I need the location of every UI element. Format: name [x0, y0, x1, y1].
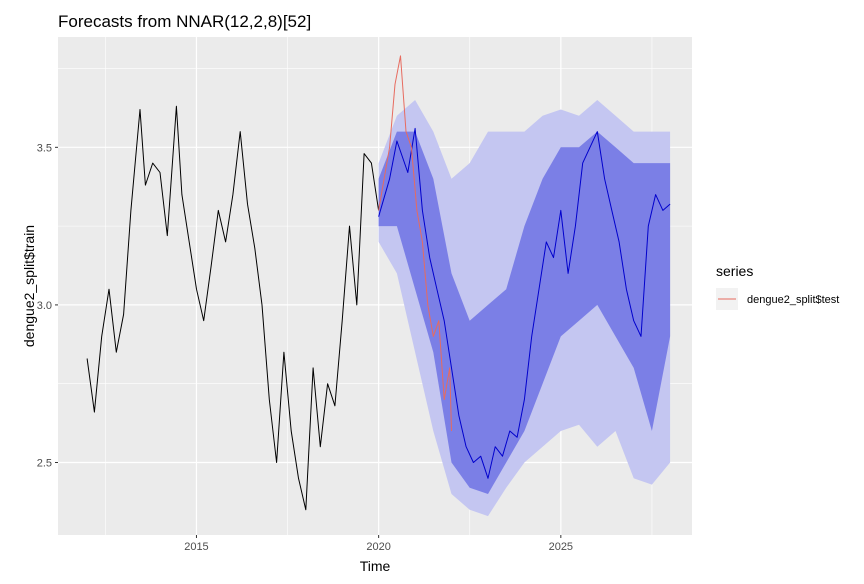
x-axis-title: Time	[360, 558, 391, 574]
interval-layer	[378, 100, 671, 517]
series-line-forecast-mean	[378, 127, 671, 479]
x-tick-label: 2020	[366, 541, 390, 553]
chart-title: Forecasts from NNAR(12,2,8)[52]	[58, 12, 311, 31]
legend-title: series	[716, 263, 753, 279]
line-layer	[86, 55, 671, 511]
legend-label-test: dengue2_split$test	[747, 294, 839, 306]
y-tick-label: 3.0	[37, 300, 52, 312]
prediction-interval-80	[378, 131, 671, 494]
series-line-test	[378, 55, 452, 432]
tick-layer: 2015 2020 2025 2.5 3.0 3.5	[37, 142, 573, 553]
y-tick-label: 3.5	[37, 142, 52, 154]
legend: series dengue2_split$test	[716, 263, 839, 310]
y-tick-label: 2.5	[37, 458, 52, 470]
y-axis-title: dengue2_split$train	[21, 225, 37, 347]
x-tick-label: 2015	[184, 541, 208, 553]
series-line-train	[86, 105, 380, 511]
x-tick-label: 2025	[549, 541, 573, 553]
